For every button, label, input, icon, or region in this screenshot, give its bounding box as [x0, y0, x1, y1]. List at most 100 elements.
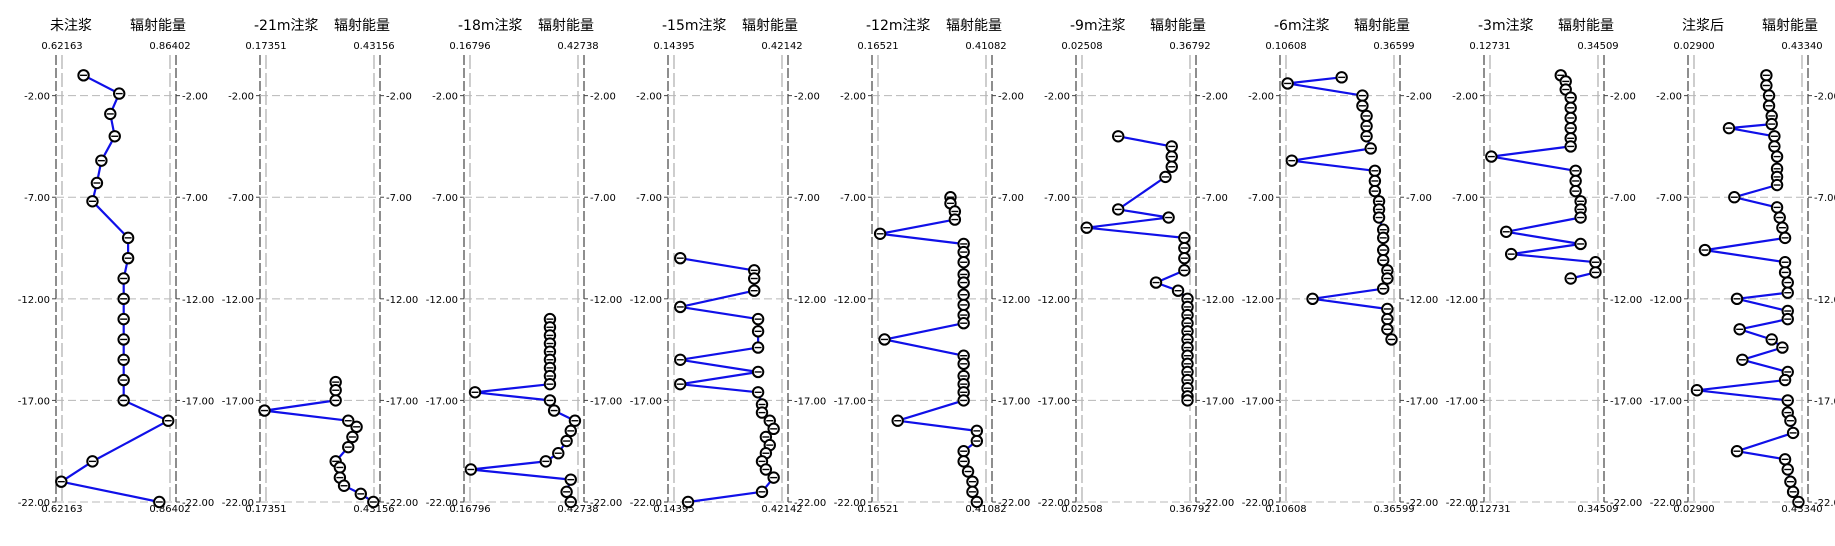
- data-point: [539, 455, 552, 468]
- x-min-label-top: 0.16521: [857, 41, 898, 52]
- panel-right-title: 辐射能量: [1762, 18, 1818, 34]
- data-point: [1165, 160, 1178, 173]
- data-point: [1778, 256, 1792, 269]
- y-tick-label-right: -12.00: [998, 295, 1030, 306]
- panel-title: -21m注浆: [254, 18, 319, 34]
- data-point: [1381, 312, 1394, 326]
- y-tick-label-right: -22.00: [1610, 498, 1642, 509]
- data-point: [878, 333, 891, 346]
- y-tick-label-left: -2.00: [432, 92, 458, 103]
- x-min-label-bottom: 0.14395: [653, 504, 694, 515]
- data-point: [1564, 111, 1577, 125]
- y-tick-label-left: -22.00: [630, 498, 662, 509]
- y-tick-label-left: -12.00: [222, 295, 254, 306]
- y-tick-label-right: -22.00: [794, 498, 826, 509]
- data-point: [755, 485, 769, 499]
- y-tick-label-left: -17.00: [1650, 396, 1682, 407]
- data-point: [543, 394, 557, 407]
- data-point: [1768, 130, 1781, 143]
- data-point: [957, 288, 970, 301]
- data-point: [1778, 231, 1792, 245]
- data-point: [1770, 178, 1784, 192]
- data-point: [1485, 150, 1498, 163]
- data-point: [464, 463, 478, 476]
- panel-right-title: 辐射能量: [334, 18, 390, 34]
- panel-right-title: 辐射能量: [130, 18, 186, 34]
- series-line: [1085, 135, 1189, 401]
- data-point: [153, 495, 166, 509]
- data-point: [1564, 121, 1577, 135]
- y-tick-label-right: -7.00: [386, 193, 412, 204]
- x-max-label-bottom: 0.43156: [353, 504, 394, 515]
- data-point: [1159, 170, 1172, 184]
- data-point: [1786, 426, 1800, 440]
- data-point: [1765, 333, 1778, 346]
- y-tick-label-left: -12.00: [1446, 295, 1478, 306]
- data-point: [543, 377, 557, 391]
- y-tick-label-right: -2.00: [1610, 92, 1636, 103]
- data-point: [891, 414, 904, 427]
- data-point: [1285, 154, 1298, 167]
- data-point: [560, 434, 573, 448]
- data-point: [560, 485, 573, 499]
- data-point: [564, 495, 577, 509]
- data-point: [751, 386, 765, 399]
- data-point: [117, 333, 130, 346]
- data-point: [468, 386, 482, 399]
- data-point: [1781, 286, 1794, 299]
- x-max-label-top: 0.43156: [353, 41, 394, 52]
- y-tick-label-left: -2.00: [24, 92, 50, 103]
- y-tick-label-right: -2.00: [1814, 92, 1835, 103]
- y-tick-label-right: -7.00: [1814, 193, 1835, 204]
- data-point: [751, 312, 765, 326]
- y-tick-label-left: -12.00: [834, 295, 866, 306]
- panel-right-title: 辐射能量: [538, 18, 594, 34]
- y-tick-label-right: -12.00: [386, 295, 418, 306]
- data-point: [1112, 130, 1125, 143]
- data-point: [1730, 445, 1744, 458]
- data-point: [1360, 109, 1373, 123]
- data-point: [966, 485, 979, 499]
- data-point: [751, 365, 765, 379]
- x-min-label-bottom: 0.12731: [1469, 504, 1510, 515]
- y-tick-label-right: -22.00: [998, 498, 1030, 509]
- data-point: [1162, 211, 1175, 224]
- y-tick-label-right: -22.00: [386, 498, 418, 509]
- data-point: [1564, 140, 1577, 153]
- panel-1: 未注浆 辐射能量 0.62163 0.86402 0.62163 0.86402 -2.00…: [18, 18, 215, 515]
- data-point: [767, 422, 780, 436]
- y-tick-label-right: -2.00: [386, 92, 412, 103]
- y-tick-label-left: -2.00: [1656, 92, 1682, 103]
- data-point: [1504, 247, 1518, 261]
- data-point: [748, 284, 761, 297]
- data-point: [121, 231, 135, 245]
- y-tick-label-right: -17.00: [998, 396, 1030, 407]
- y-tick-label-right: -12.00: [1814, 295, 1835, 306]
- data-point: [1356, 99, 1369, 112]
- data-point: [564, 424, 577, 438]
- y-tick-label-left: -22.00: [426, 498, 458, 509]
- y-tick-label-right: -7.00: [1406, 193, 1432, 204]
- data-point: [1500, 225, 1513, 238]
- data-point: [552, 447, 565, 460]
- data-point: [1564, 101, 1577, 115]
- y-tick-label-right: -22.00: [182, 498, 214, 509]
- y-tick-label-left: -22.00: [18, 498, 50, 509]
- data-point: [1781, 276, 1794, 289]
- data-point: [957, 276, 970, 289]
- data-point: [1360, 119, 1373, 133]
- y-tick-label-right: -12.00: [1610, 295, 1642, 306]
- data-point: [674, 377, 687, 391]
- y-tick-label-left: -12.00: [1650, 295, 1682, 306]
- y-tick-label-right: -7.00: [1202, 193, 1228, 204]
- data-point: [1569, 184, 1582, 198]
- data-point: [258, 404, 271, 417]
- y-tick-label-right: -12.00: [182, 295, 214, 306]
- y-tick-label-left: -7.00: [228, 193, 254, 204]
- data-point: [1306, 292, 1319, 306]
- y-tick-label-left: -7.00: [432, 193, 458, 204]
- x-max-label-top: 0.36599: [1373, 41, 1414, 52]
- panel-title: -6m注浆: [1274, 18, 1330, 34]
